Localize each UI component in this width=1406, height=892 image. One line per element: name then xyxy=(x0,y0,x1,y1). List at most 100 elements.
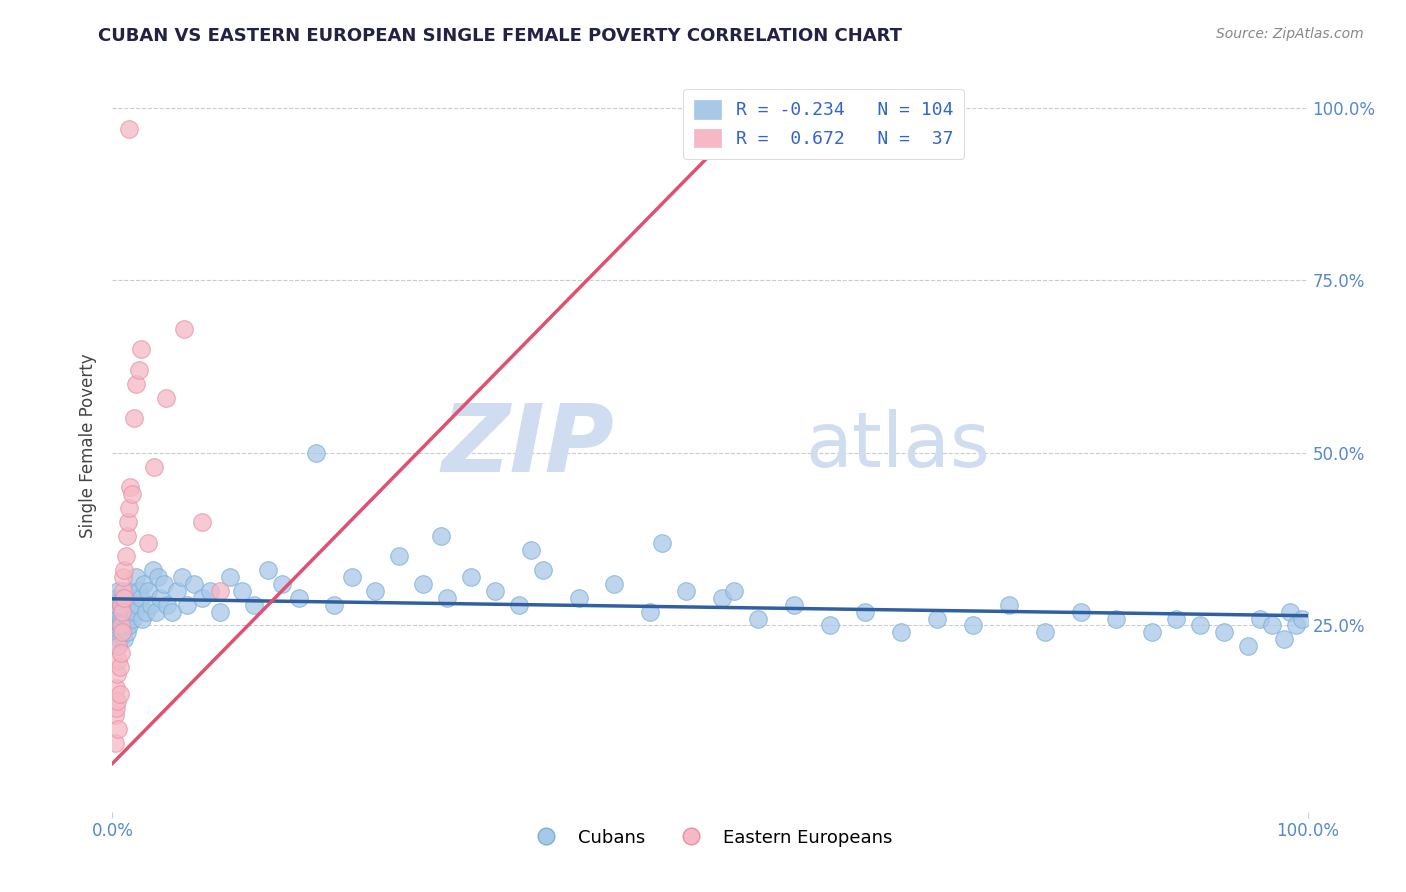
Point xyxy=(131,611,153,625)
Point xyxy=(1033,625,1056,640)
Point xyxy=(111,605,134,619)
Point xyxy=(108,660,131,674)
Legend: Cubans, Eastern Europeans: Cubans, Eastern Europeans xyxy=(520,822,900,854)
Point xyxy=(288,591,311,605)
Point xyxy=(125,376,148,391)
Point xyxy=(120,583,142,598)
Point xyxy=(209,605,232,619)
Point xyxy=(105,694,128,708)
Point xyxy=(112,605,135,619)
Point xyxy=(105,666,128,681)
Point xyxy=(1249,611,1271,625)
Point xyxy=(1285,618,1308,632)
Point xyxy=(105,591,128,605)
Point xyxy=(927,611,949,625)
Point xyxy=(322,598,344,612)
Point xyxy=(508,598,530,612)
Point xyxy=(105,701,128,715)
Point xyxy=(675,583,697,598)
Point xyxy=(118,501,141,516)
Point xyxy=(112,583,135,598)
Point xyxy=(855,605,877,619)
Point xyxy=(149,591,172,605)
Point xyxy=(170,570,193,584)
Point xyxy=(107,639,129,653)
Point xyxy=(162,605,183,619)
Point xyxy=(191,591,214,605)
Point xyxy=(173,321,195,335)
Point xyxy=(603,577,626,591)
Point xyxy=(108,632,131,647)
Point xyxy=(156,598,179,612)
Point xyxy=(484,583,506,598)
Point xyxy=(436,591,458,605)
Point xyxy=(231,583,253,598)
Point xyxy=(104,605,127,619)
Point xyxy=(114,549,136,564)
Point xyxy=(112,570,135,584)
Point xyxy=(117,515,139,529)
Point xyxy=(105,625,128,640)
Point xyxy=(1237,639,1260,653)
Point xyxy=(176,598,198,612)
Point xyxy=(104,736,127,750)
Point xyxy=(640,605,662,619)
Point xyxy=(153,577,176,591)
Point xyxy=(117,611,139,625)
Text: CUBAN VS EASTERN EUROPEAN SINGLE FEMALE POVERTY CORRELATION CHART: CUBAN VS EASTERN EUROPEAN SINGLE FEMALE … xyxy=(98,27,903,45)
Point xyxy=(120,480,142,494)
Point xyxy=(132,577,155,591)
Point xyxy=(782,598,804,612)
Point xyxy=(520,542,543,557)
Point xyxy=(118,618,141,632)
Point xyxy=(1272,632,1295,647)
Point xyxy=(1166,611,1188,625)
Point xyxy=(105,618,128,632)
Point xyxy=(111,625,134,640)
Point xyxy=(108,687,131,701)
Point xyxy=(209,583,232,598)
Point xyxy=(146,570,169,584)
Point xyxy=(114,591,135,605)
Point xyxy=(120,605,142,619)
Point xyxy=(114,598,135,612)
Point xyxy=(125,570,148,584)
Point xyxy=(124,605,146,619)
Point xyxy=(127,598,149,612)
Point xyxy=(218,570,240,584)
Point xyxy=(129,591,152,605)
Point xyxy=(364,583,387,598)
Point xyxy=(121,598,143,612)
Point xyxy=(271,577,294,591)
Point xyxy=(110,618,132,632)
Point xyxy=(114,563,135,577)
Point xyxy=(155,391,177,405)
Point xyxy=(388,549,411,564)
Point xyxy=(138,535,160,549)
Point xyxy=(460,570,482,584)
Point xyxy=(107,722,129,736)
Point xyxy=(305,446,328,460)
Point xyxy=(111,591,134,605)
Point xyxy=(1291,611,1313,625)
Point xyxy=(110,598,132,612)
Point xyxy=(723,583,745,598)
Point xyxy=(114,611,135,625)
Point xyxy=(110,598,132,612)
Point xyxy=(711,591,734,605)
Point xyxy=(129,343,152,357)
Point xyxy=(1278,605,1301,619)
Text: ZIP: ZIP xyxy=(441,400,614,492)
Point xyxy=(122,411,145,425)
Point xyxy=(1142,625,1164,640)
Point xyxy=(114,605,136,619)
Point xyxy=(998,598,1021,612)
Point xyxy=(110,646,132,660)
Point xyxy=(651,535,673,549)
Point xyxy=(1105,611,1128,625)
Point xyxy=(110,611,132,625)
Point xyxy=(747,611,769,625)
Text: atlas: atlas xyxy=(806,409,990,483)
Point xyxy=(142,563,165,577)
Point xyxy=(962,618,984,632)
